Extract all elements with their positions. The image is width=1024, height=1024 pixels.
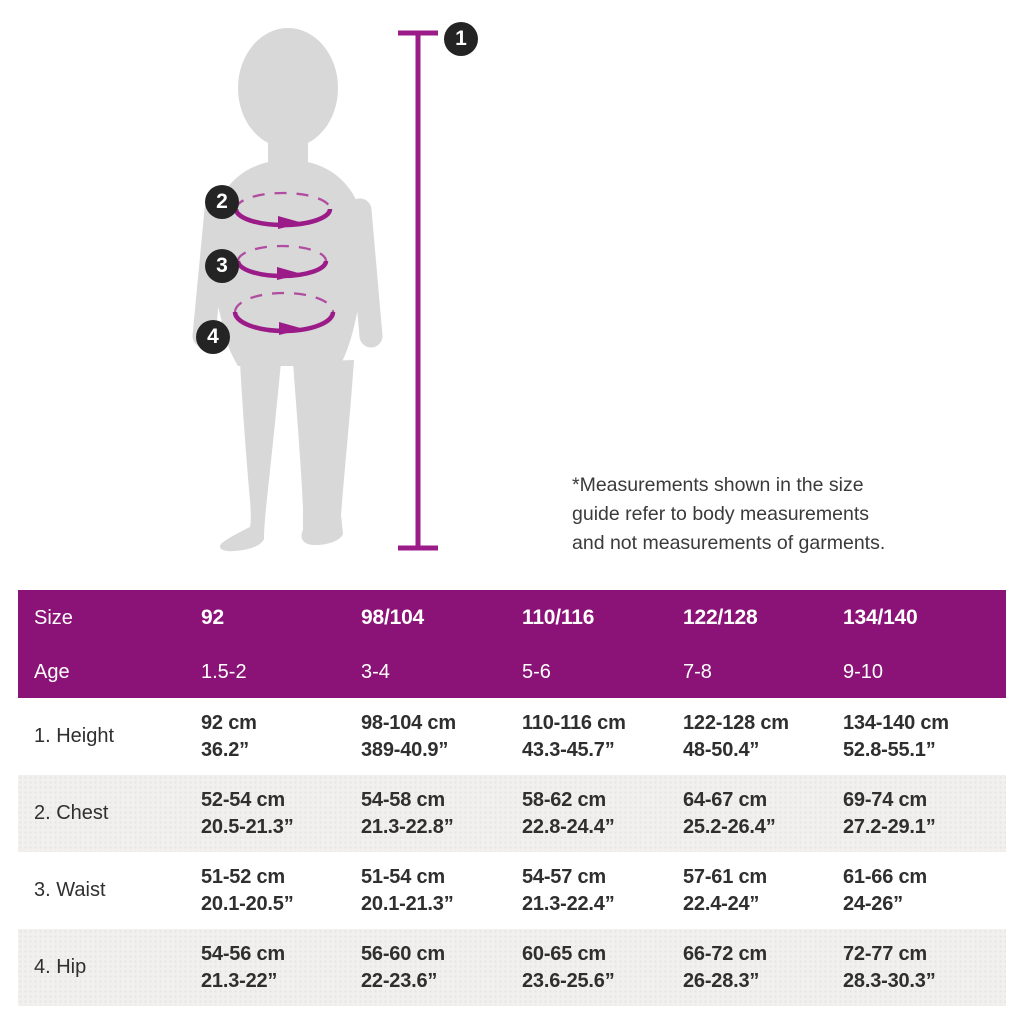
size-col-1: 92 xyxy=(201,606,224,629)
age-col-1: 1.5-2 xyxy=(201,660,247,683)
size-table: Size 92 98/104 110/116 122/128 134/140 A… xyxy=(18,590,1006,1006)
waist-size134-cell: 61-66 cm 24-26” xyxy=(843,865,928,915)
chest-girth-ellipse xyxy=(233,191,333,229)
waist-girth-ellipse xyxy=(235,244,329,280)
chest-size110-cell: 58-62 cm 22.8-24.4” xyxy=(522,788,615,838)
hip-size134-cell: 72-77 cm 28.3-30.3” xyxy=(843,942,936,992)
chest-size122-cell: 64-67 cm 25.2-26.4” xyxy=(683,788,776,838)
height-size98-cell: 98-104 cm 389-40.9” xyxy=(361,711,456,761)
height-size134-cell: 134-140 cm 52.8-55.1” xyxy=(843,711,949,761)
size-col-2: 98/104 xyxy=(361,606,425,629)
hip-size110-cell: 60-65 cm 23.6-25.6” xyxy=(522,942,615,992)
row-label-waist: 3. Waist xyxy=(34,879,106,901)
table-row-chest: 2. Chest 52-54 cm 20.5-21.3” 54-58 cm 21.3… xyxy=(18,775,1006,852)
table-row-waist: 3. Waist 51-52 cm 20.1-20.5” 51-54 cm 20.1… xyxy=(18,852,1006,929)
height-measure-line xyxy=(398,30,438,551)
age-col-3: 5-6 xyxy=(522,660,551,683)
table-row-height: 1. Height 92 cm 36.2” 98-104 cm 389-40.9” … xyxy=(18,698,1006,775)
waist-size98-cell: 51-54 cm 20.1-21.3” xyxy=(361,865,454,915)
row-label-hip: 4. Hip xyxy=(34,956,87,978)
marker-height: 1 xyxy=(444,22,478,56)
age-row-label: Age xyxy=(34,660,70,683)
hip-size92-cell: 54-56 cm 21.3-22” xyxy=(201,942,286,992)
age-col-2: 3-4 xyxy=(361,660,390,683)
hip-girth-ellipse xyxy=(232,291,336,335)
waist-size110-cell: 54-57 cm 21.3-22.4” xyxy=(522,865,615,915)
size-col-3: 110/116 xyxy=(522,606,595,629)
height-size122-cell: 122-128 cm 48-50.4” xyxy=(683,711,789,761)
size-row-label: Size xyxy=(34,606,73,629)
hip-size122-cell: 66-72 cm 26-28.3” xyxy=(683,942,768,992)
row-label-chest: 2. Chest xyxy=(34,802,109,824)
age-col-5: 9-10 xyxy=(843,660,884,683)
waist-size122-cell: 57-61 cm 22.4-24” xyxy=(683,865,768,915)
note-line-2: guide refer to body measurements xyxy=(572,503,869,525)
note-line-3: and not measurements of garments. xyxy=(572,532,886,554)
marker-chest: 2 xyxy=(205,185,239,219)
row-label-height: 1. Height xyxy=(34,725,115,747)
child-silhouette-diagram xyxy=(192,28,438,552)
table-row-hip: 4. Hip 54-56 cm 21.3-22” 56-60 cm 22-23.6”… xyxy=(18,929,1006,1006)
marker-hip: 4 xyxy=(196,320,230,354)
size-col-4: 122/128 xyxy=(683,606,758,629)
note-line-1: *Measurements shown in the size xyxy=(572,474,864,496)
height-size92-cell: 92 cm 36.2” xyxy=(201,711,257,761)
child-silhouette xyxy=(192,28,383,552)
marker-waist: 3 xyxy=(205,249,239,283)
size-table-header: Size 92 98/104 110/116 122/128 134/140 A… xyxy=(18,590,1006,698)
measurements-note: *Measurements shown in the size guide re… xyxy=(572,471,952,558)
chest-size98-cell: 54-58 cm 21.3-22.8” xyxy=(361,788,454,838)
age-col-4: 7-8 xyxy=(683,660,712,683)
chest-size92-cell: 52-54 cm 20.5-21.3” xyxy=(201,788,294,838)
hip-size98-cell: 56-60 cm 22-23.6” xyxy=(361,942,446,992)
height-size110-cell: 110-116 cm 43.3-45.7” xyxy=(522,711,626,761)
chest-size134-cell: 69-74 cm 27.2-29.1” xyxy=(843,788,936,838)
size-col-5: 134/140 xyxy=(843,606,918,629)
waist-size92-cell: 51-52 cm 20.1-20.5” xyxy=(201,865,294,915)
